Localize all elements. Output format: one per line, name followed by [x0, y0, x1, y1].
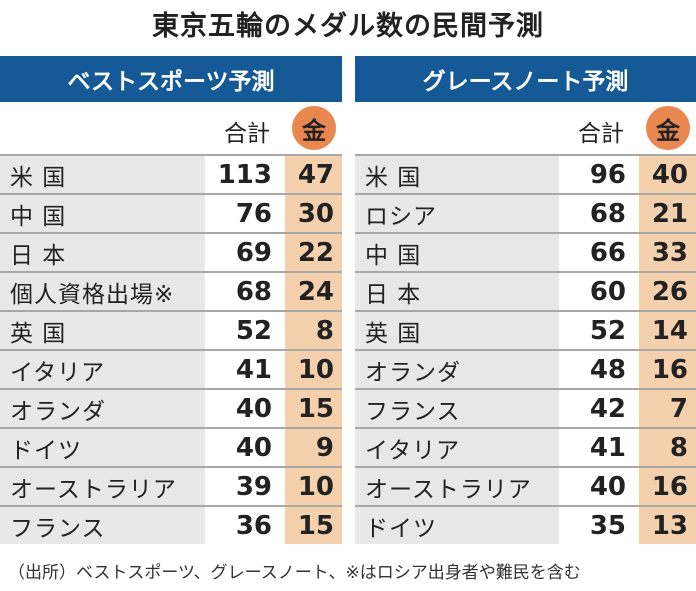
country-cell: オランダ [355, 351, 559, 388]
table-row: 日 本 69 22 [0, 232, 342, 271]
country-cell: オーストラリア [355, 468, 559, 505]
table-header: グレースノート予測 [355, 56, 696, 102]
table-row: オランダ 40 15 [0, 388, 342, 427]
table-row: 日 本 60 26 [355, 271, 696, 310]
country-cell: フランス [0, 507, 205, 544]
total-column-label: 合計 [224, 121, 270, 147]
total-cell: 69 [235, 237, 272, 268]
table-row: イタリア 41 8 [355, 427, 696, 466]
country-cell: 中 国 [0, 195, 205, 232]
country-cell: 個人資格出場※ [0, 273, 205, 310]
country-cell: フランス [355, 390, 559, 427]
table-row: ドイツ 40 9 [0, 427, 342, 466]
country-cell: 米 国 [355, 156, 559, 193]
country-cell: オランダ [0, 390, 205, 427]
table-row: 英 国 52 14 [355, 310, 696, 349]
table-bestsports: ベストスポーツ予測 合計金米 国 113 47 中 国 76 30 日 本 69 22 個人資格出場… [0, 56, 342, 544]
total-cell: 66 [589, 237, 626, 268]
total-cell: 41 [589, 432, 626, 463]
total-cell: 96 [589, 159, 626, 190]
table-row: 米 国 113 47 [0, 154, 342, 193]
total-cell: 42 [589, 393, 626, 424]
page-title: 東京五輪のメダル数の民間予測 [152, 11, 544, 42]
column-headers: 合計金 [0, 102, 342, 154]
total-cell: 35 [589, 510, 626, 541]
country-cell: 英 国 [355, 312, 559, 349]
gold-cell: 15 [285, 507, 342, 544]
table-row: オーストラリア 39 10 [0, 466, 342, 505]
gold-cell: 33 [639, 234, 696, 271]
footnote: （出所）ベストスポーツ、グレースノート、※はロシア出身者や難民を含む [8, 563, 581, 583]
gold-cell: 40 [639, 156, 696, 193]
country-cell: ドイツ [355, 507, 559, 544]
country-cell: 日 本 [0, 234, 205, 271]
table-row: ロシア 68 21 [355, 193, 696, 232]
gold-cell: 8 [639, 429, 696, 466]
country-cell: 中 国 [355, 234, 559, 271]
gold-cell: 15 [285, 390, 342, 427]
gold-cell: 10 [285, 468, 342, 505]
total-cell: 68 [589, 198, 626, 229]
country-cell: オーストラリア [0, 468, 205, 505]
gold-cell: 8 [285, 312, 342, 349]
table-header: ベストスポーツ予測 [0, 56, 342, 102]
table-gracenote: グレースノート予測 合計金米 国 96 40 ロシア 68 21 中 国 66 33 日 本 60 26… [355, 56, 696, 544]
gold-cell: 30 [285, 195, 342, 232]
total-cell: 41 [235, 354, 272, 385]
table-row: 中 国 76 30 [0, 193, 342, 232]
gold-column-badge: 金 [646, 106, 690, 150]
gold-cell: 26 [639, 273, 696, 310]
table-row: フランス 36 15 [0, 505, 342, 544]
table-row: フランス 42 7 [355, 388, 696, 427]
table-row: 個人資格出場※ 68 24 [0, 271, 342, 310]
gold-cell: 13 [639, 507, 696, 544]
total-cell: 60 [589, 276, 626, 307]
total-cell: 52 [589, 315, 626, 346]
table-row: オーストラリア 40 16 [355, 466, 696, 505]
table-row: オランダ 48 16 [355, 349, 696, 388]
table-row: 中 国 66 33 [355, 232, 696, 271]
column-headers: 合計金 [355, 102, 696, 154]
total-cell: 76 [235, 198, 272, 229]
gold-cell: 22 [285, 234, 342, 271]
total-cell: 48 [589, 354, 626, 385]
total-cell: 40 [235, 432, 272, 463]
country-cell: ロシア [355, 195, 559, 232]
total-cell: 40 [235, 393, 272, 424]
country-cell: 米 国 [0, 156, 205, 193]
gold-cell: 16 [639, 351, 696, 388]
table-row: ドイツ 35 13 [355, 505, 696, 544]
table-row: 英 国 52 8 [0, 310, 342, 349]
gold-cell: 16 [639, 468, 696, 505]
country-cell: ドイツ [0, 429, 205, 466]
total-cell: 39 [235, 471, 272, 502]
gold-column-badge: 金 [292, 106, 336, 150]
total-cell: 52 [235, 315, 272, 346]
gold-cell: 14 [639, 312, 696, 349]
total-cell: 68 [235, 276, 272, 307]
gold-cell: 7 [639, 390, 696, 427]
total-cell: 113 [217, 159, 272, 190]
gold-cell: 9 [285, 429, 342, 466]
total-cell: 36 [235, 510, 272, 541]
total-cell: 40 [589, 471, 626, 502]
country-cell: 日 本 [355, 273, 559, 310]
gold-cell: 10 [285, 351, 342, 388]
gold-cell: 24 [285, 273, 342, 310]
table-row: 米 国 96 40 [355, 154, 696, 193]
total-column-label: 合計 [578, 121, 624, 147]
country-cell: 英 国 [0, 312, 205, 349]
country-cell: イタリア [355, 429, 559, 466]
country-cell: イタリア [0, 351, 205, 388]
gold-cell: 47 [285, 156, 342, 193]
table-row: イタリア 41 10 [0, 349, 342, 388]
gold-cell: 21 [639, 195, 696, 232]
